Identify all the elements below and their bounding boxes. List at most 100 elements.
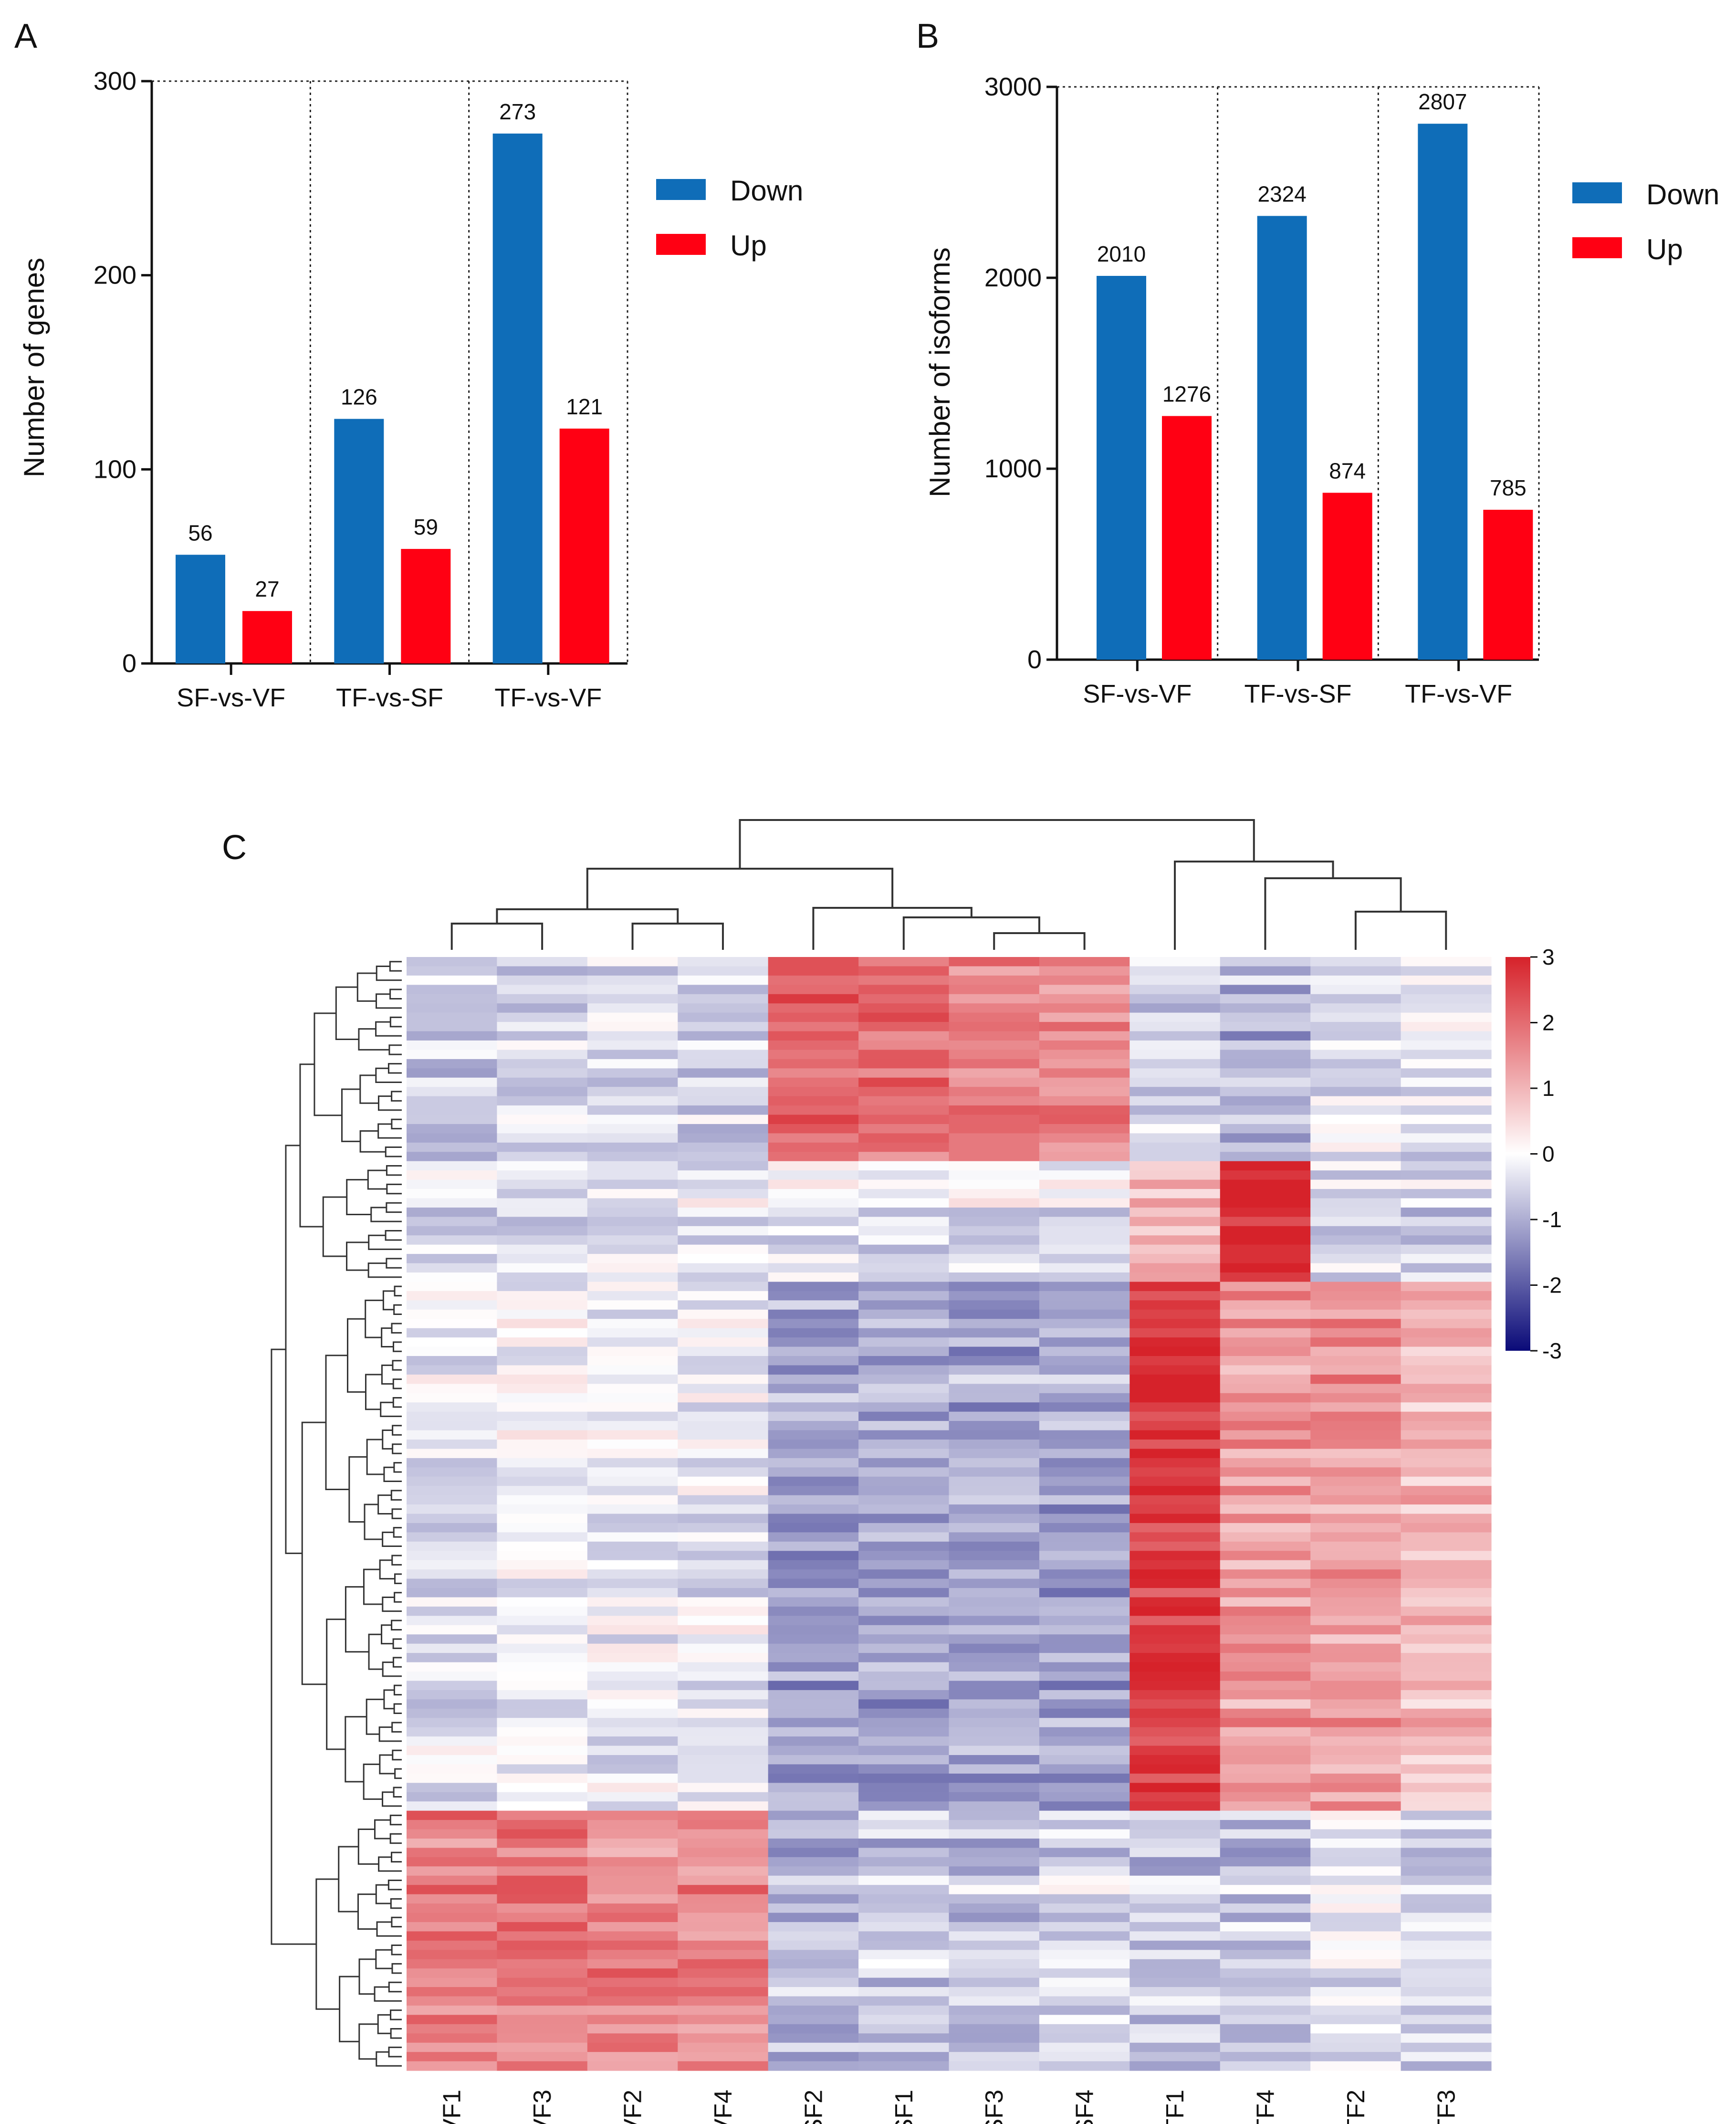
heatmap-cell (1129, 1282, 1221, 1292)
heatmap-cell (678, 1031, 769, 1041)
row-dendrogram-link (346, 1241, 369, 1271)
heatmap-cell (587, 1504, 678, 1514)
heatmap-cell (1220, 1291, 1311, 1301)
heatmap-cell (678, 1977, 769, 1987)
heatmap-cell (407, 1374, 498, 1384)
heatmap-cell (678, 1449, 769, 1459)
heatmap-cell (497, 1365, 588, 1375)
heatmap-cell (1310, 994, 1401, 1004)
heatmap-cell (1220, 1328, 1311, 1338)
heatmap-cell (1039, 1532, 1130, 1542)
heatmap-cell (1129, 1551, 1221, 1561)
chart-b-category-label: TF-vs-VF (1405, 680, 1512, 708)
heatmap-cell (1220, 1643, 1311, 1653)
heatmap-cell (1310, 1328, 1401, 1338)
heatmap-column-label-tf4: TF4 (1252, 2090, 1279, 2124)
heatmap-cell (1401, 1690, 1492, 1700)
heatmap-cell (858, 1365, 950, 1375)
heatmap-cell (1310, 1773, 1401, 1783)
heatmap-cell (949, 1569, 1040, 1579)
heatmap-cell (1039, 2015, 1130, 2025)
heatmap-cell (1129, 1959, 1221, 1969)
bar-a-value-label: 27 (255, 577, 279, 601)
heatmap-cell (768, 1764, 859, 1774)
heatmap-cell (1220, 1653, 1311, 1663)
heatmap-cell (768, 1384, 859, 1394)
heatmap-cell (768, 1402, 859, 1412)
bar-b-value-label: 2010 (1097, 242, 1146, 266)
heatmap-cell (407, 1578, 498, 1588)
heatmap-cell (858, 1235, 950, 1245)
heatmap-cell (949, 1087, 1040, 1097)
heatmap-cell (497, 1077, 588, 1087)
heatmap-cell (1039, 1272, 1130, 1283)
heatmap-cell (1401, 1142, 1492, 1152)
heatmap-cell (949, 1161, 1040, 1171)
heatmap-cell (1129, 2024, 1221, 2034)
bar-b-down (1257, 216, 1307, 660)
heatmap-cell (858, 1922, 950, 1932)
heatmap-cell (587, 1634, 678, 1644)
heatmap-cell (1220, 966, 1311, 976)
heatmap-cell (587, 1300, 678, 1310)
heatmap-cell (1401, 1523, 1492, 1533)
heatmap-cell (858, 1514, 950, 1524)
heatmap-cell (1310, 1653, 1401, 1663)
heatmap-cell (407, 1606, 498, 1616)
heatmap-cell (587, 1672, 678, 1682)
heatmap-cell (678, 1374, 769, 1384)
heatmap-cell (678, 1263, 769, 1273)
heatmap-cell (1401, 1987, 1492, 1997)
heatmap-cell (1039, 1328, 1130, 1338)
heatmap-cell (858, 1968, 950, 1978)
heatmap-cell (858, 1096, 950, 1106)
row-dendrogram-link (326, 1619, 346, 1750)
heatmap-cell (1220, 1374, 1311, 1384)
heatmap-cell (497, 1300, 588, 1310)
heatmap-cell (949, 1458, 1040, 1468)
heatmap-cell (678, 1634, 769, 1644)
row-dendrogram-link (358, 1958, 376, 1995)
heatmap-cell (949, 966, 1040, 976)
panel-letter-a: A (14, 17, 37, 55)
row-dendrogram-link (339, 1976, 360, 2042)
heatmap-cell (1401, 2024, 1492, 2034)
chart-a-category-label: SF-vs-VF (177, 683, 285, 712)
heatmap-cell (407, 1040, 498, 1051)
heatmap-cell (678, 1133, 769, 1143)
heatmap-cell (1401, 1922, 1492, 1932)
heatmap-cell (497, 1152, 588, 1162)
heatmap-cell (1401, 1179, 1492, 1189)
heatmap-cell (1129, 1875, 1221, 1885)
heatmap-cell (768, 1699, 859, 1709)
heatmap-cell (1401, 1968, 1492, 1978)
heatmap-cell (768, 1458, 859, 1468)
heatmap-cell (407, 1384, 498, 1394)
heatmap-cell (858, 1022, 950, 1032)
heatmap-cell (858, 1142, 950, 1152)
heatmap-cell (407, 1727, 498, 1737)
heatmap-cell (1310, 1662, 1401, 1672)
heatmap-cell (768, 1087, 859, 1097)
heatmap-cell (1310, 1690, 1401, 1700)
heatmap-cell (1039, 1319, 1130, 1329)
heatmap-cell (497, 1282, 588, 1292)
heatmap-cell (1220, 1523, 1311, 1533)
heatmap-cell (678, 1337, 769, 1347)
heatmap-cell (858, 1430, 950, 1440)
colorbar-tick-label: 0 (1542, 1142, 1555, 1167)
heatmap-cell (858, 1105, 950, 1115)
row-dendrogram-link (382, 1290, 395, 1311)
heatmap-cell (1310, 1875, 1401, 1885)
heatmap-cell (587, 1838, 678, 1848)
heatmap-cell (768, 1309, 859, 1319)
heatmap-cell (949, 1681, 1040, 1691)
heatmap-cell (407, 1068, 498, 1078)
heatmap-cell (949, 1411, 1040, 1421)
heatmap-cell (1039, 1643, 1130, 1653)
heatmap-cell (1129, 1458, 1221, 1468)
heatmap-cell (1310, 1179, 1401, 1189)
heatmap-cell (1220, 1977, 1311, 1987)
heatmap-cell (949, 1133, 1040, 1143)
heatmap-cell (587, 1820, 678, 1830)
